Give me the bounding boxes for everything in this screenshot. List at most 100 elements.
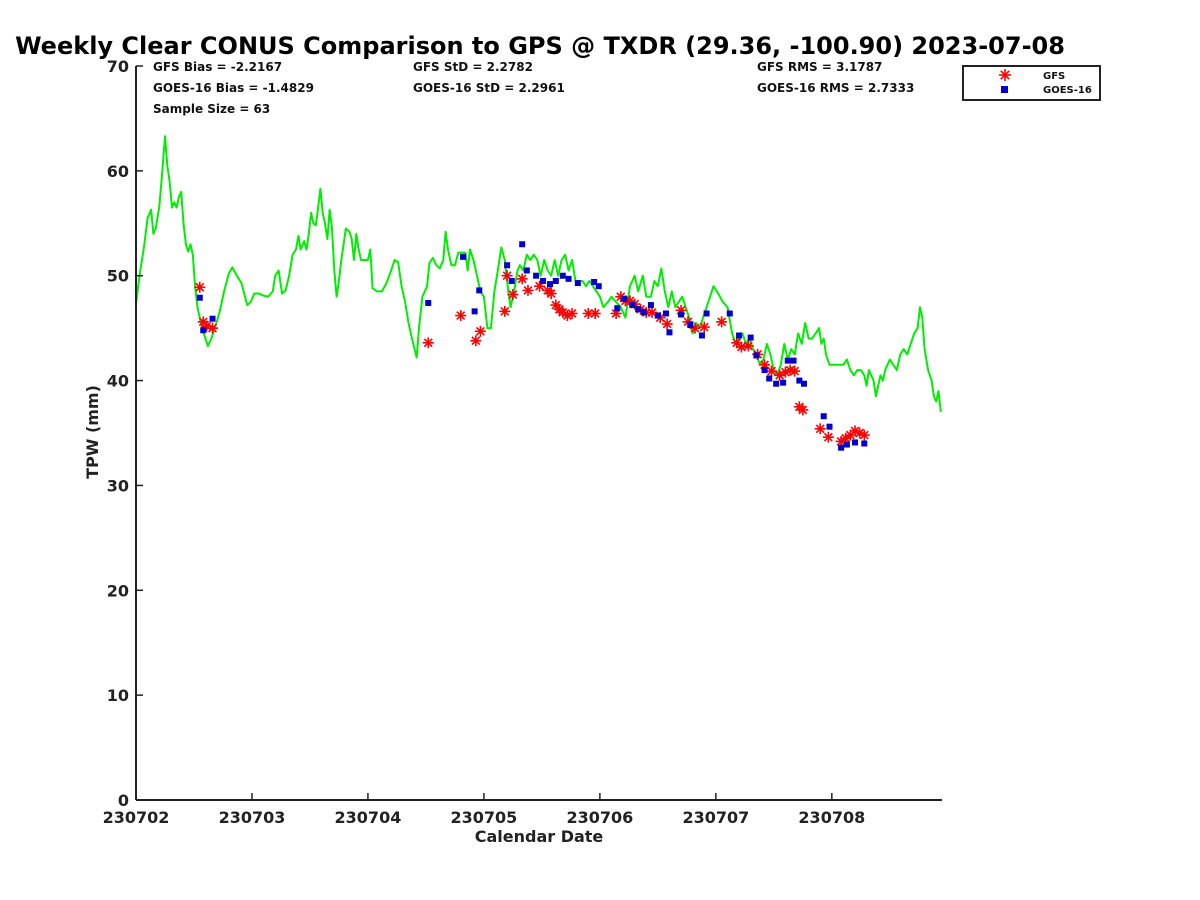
gfs-point	[207, 322, 219, 334]
goes-point	[753, 352, 760, 359]
goes-point	[476, 287, 483, 294]
gfs-rms-text: GFS RMS = 3.1787	[757, 60, 882, 74]
x-tick-label: 230702	[103, 808, 170, 827]
gfs-point	[455, 310, 467, 322]
goes-point	[595, 283, 602, 290]
gfs-point	[474, 325, 486, 337]
goes-point	[790, 357, 797, 364]
goes-point	[647, 302, 654, 309]
goes-std-text: GOES-16 StD = 2.2961	[413, 81, 565, 95]
gfs-point	[545, 288, 557, 300]
y-tick-label: 70	[107, 57, 129, 76]
legend-goes-marker	[1001, 86, 1008, 93]
gfs-point	[789, 365, 801, 377]
gfs-point	[566, 307, 578, 319]
goes-point	[196, 294, 203, 301]
goes-point	[523, 267, 530, 274]
goes-point	[591, 279, 598, 286]
goes-point	[654, 312, 661, 319]
gfs-point	[516, 273, 528, 285]
goes-point	[826, 423, 833, 430]
goes-point	[678, 311, 685, 318]
x-tick-label: 230703	[219, 808, 286, 827]
gfs-point	[735, 341, 747, 353]
goes-point	[559, 272, 566, 279]
gfs-point	[858, 429, 870, 441]
goes-point	[843, 441, 850, 448]
sample-size-text: Sample Size = 63	[153, 102, 270, 116]
gfs-std-text: GFS StD = 2.2782	[413, 60, 533, 74]
gfs-point	[646, 306, 658, 318]
goes-point	[614, 305, 621, 312]
gfs-point	[742, 340, 754, 352]
gfs-point	[682, 316, 694, 328]
goes-point	[565, 275, 572, 282]
legend-gfs-asterisk	[999, 69, 1011, 81]
goes-point	[629, 302, 636, 309]
goes-point	[504, 262, 511, 269]
legend-box	[962, 65, 1101, 101]
goes-point	[640, 309, 647, 316]
goes-point	[533, 272, 540, 279]
goes-bias-text: GOES-16 Bias = -1.4829	[153, 81, 314, 95]
chart-title: Weekly Clear CONUS Comparison to GPS @ T…	[15, 32, 1065, 60]
goes-point	[736, 332, 743, 339]
axes: 0 10 20 30 40 50 60 70 230702 230703 230704 230705…	[103, 57, 942, 827]
gfs-point	[499, 305, 511, 317]
goes-point	[519, 241, 526, 248]
gfs-series	[194, 270, 870, 447]
goes-point	[547, 281, 554, 288]
goes-point	[540, 277, 547, 284]
gps-series	[136, 135, 942, 413]
gfs-point	[470, 335, 482, 347]
x-tick-label: 230706	[566, 808, 633, 827]
goes-point	[508, 277, 515, 284]
goes-point	[773, 380, 780, 387]
goes-point	[820, 413, 827, 420]
gfs-point	[194, 281, 206, 293]
goes-point	[635, 306, 642, 313]
y-tick-label: 50	[107, 267, 129, 286]
goes-point	[796, 377, 803, 384]
goes-point	[761, 367, 768, 374]
gfs-point	[507, 289, 519, 301]
x-tick-label: 230708	[798, 808, 865, 827]
gfs-bias-text: GFS Bias = -2.2167	[153, 60, 282, 74]
y-tick-label: 40	[107, 372, 129, 391]
plot-area	[136, 135, 942, 451]
stats-block: GFS Bias = -2.2167 GOES-16 Bias = -1.482…	[153, 60, 914, 116]
goes-point	[784, 357, 791, 364]
gfs-point	[822, 431, 834, 443]
gfs-point	[814, 423, 826, 435]
goes-point	[552, 277, 559, 284]
legend-goes-label: GOES-16	[1043, 85, 1092, 96]
gps-line	[136, 135, 942, 413]
goes-point	[780, 379, 787, 386]
goes-point	[852, 439, 859, 446]
x-tick-label: 230705	[451, 808, 518, 827]
goes-point	[698, 332, 705, 339]
goes-point	[574, 280, 581, 287]
y-tick-label: 30	[107, 476, 129, 495]
legend-gfs-marker	[999, 69, 1011, 81]
x-tick-label: 230707	[682, 808, 749, 827]
legend-gfs-label: GFS	[1043, 71, 1065, 82]
goes-point	[621, 295, 628, 302]
goes-point	[460, 253, 467, 260]
goes-point	[726, 310, 733, 317]
y-tick-label: 20	[107, 581, 129, 600]
gfs-point	[522, 284, 534, 296]
goes-point	[425, 299, 432, 306]
goes-point	[666, 329, 673, 336]
legend: GFS GOES-16	[962, 65, 1101, 101]
gfs-point	[797, 404, 809, 416]
gfs-point	[589, 307, 601, 319]
goes-point	[687, 321, 694, 328]
goes-point	[861, 440, 868, 447]
goes-point	[703, 310, 710, 317]
goes-point	[747, 334, 754, 341]
gfs-point	[661, 318, 673, 330]
goes-point	[471, 308, 478, 315]
y-tick-label: 0	[118, 791, 129, 810]
x-axis-label: Calendar Date	[475, 827, 604, 846]
